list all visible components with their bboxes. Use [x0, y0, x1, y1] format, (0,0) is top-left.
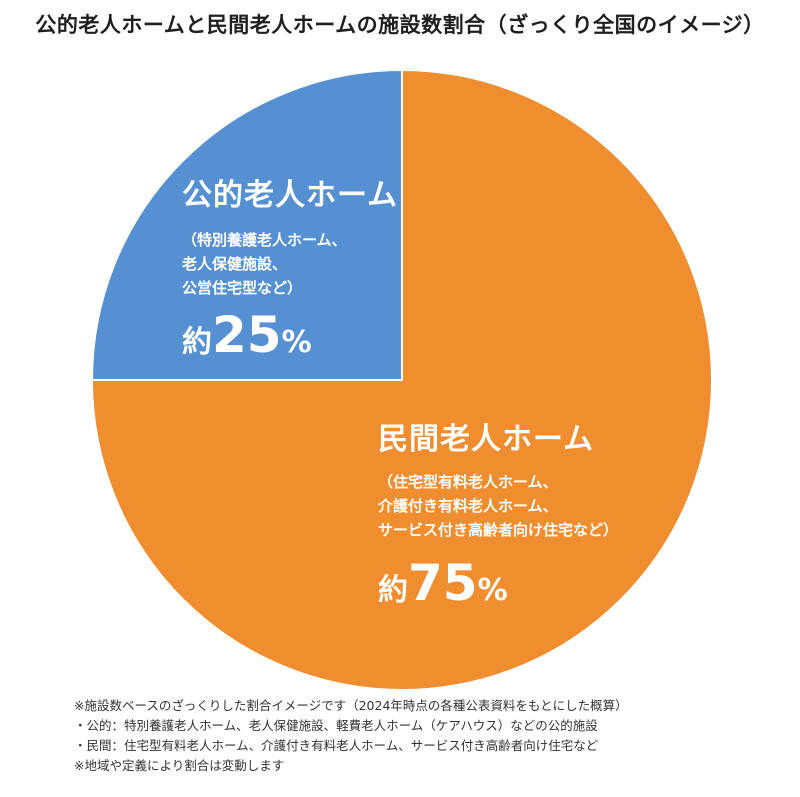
slice-description-line: （特別養護老人ホーム、 — [182, 231, 347, 249]
slice-value-unit: % — [477, 573, 508, 608]
pie-slice-private — [90, 68, 713, 691]
slice-label-public: 公的老人ホーム （特別養護老人ホーム、 老人保健施設、 公営住宅型など） 約25… — [182, 170, 398, 360]
slice-description-line: 老人保健施設、 — [182, 255, 288, 273]
slice-description-line: 公営住宅型など） — [182, 279, 303, 297]
slice-value-private: 約75% — [378, 558, 618, 608]
slice-description-private: （住宅型有料老人ホーム、 介護付き有料老人ホーム、 サービス付き高齢者向け住宅な… — [378, 470, 618, 542]
footnote-line: ※施設数ベースのざっくりした割合イメージです（2024年時点の各種公表資料をもと… — [74, 698, 628, 713]
slice-name-public: 公的老人ホーム — [182, 178, 399, 213]
slice-name-private: 民間老人ホーム — [378, 422, 595, 457]
footnote-line: ※地域や定義により割合は変動します — [74, 758, 285, 773]
slice-value-prefix: 約 — [378, 573, 408, 608]
footnote-line: ・民間：住宅型有料老人ホーム、介護付き有料老人ホーム、サービス付き高齢者向け住宅… — [74, 738, 599, 753]
slice-value-public: 約25% — [182, 310, 398, 360]
footnote-line: ・公的：特別養護老人ホーム、老人保健施設、軽費老人ホーム（ケアハウス）などの公的… — [74, 718, 598, 733]
slice-description-line: 介護付き有料老人ホーム、 — [378, 497, 558, 515]
slice-description-public: （特別養護老人ホーム、 老人保健施設、 公営住宅型など） — [182, 228, 398, 300]
slice-description-line: サービス付き高齢者向け住宅など） — [378, 521, 619, 539]
slice-value-number: 75 — [408, 554, 478, 612]
footnotes: ※施設数ベースのざっくりした割合イメージです（2024年時点の各種公表資料をもと… — [74, 696, 628, 776]
chart-title: 公的老人ホームと民間老人ホームの施設数割合（ざっくり全国のイメージ） — [35, 13, 765, 37]
slice-value-prefix: 約 — [182, 325, 212, 360]
pie-slice-public — [90, 68, 403, 381]
slice-value-number: 25 — [212, 306, 282, 364]
slice-description-line: （住宅型有料老人ホーム、 — [378, 473, 558, 491]
slice-label-private: 民間老人ホーム （住宅型有料老人ホーム、 介護付き有料老人ホーム、 サービス付き… — [378, 414, 618, 608]
slice-value-unit: % — [281, 325, 312, 360]
